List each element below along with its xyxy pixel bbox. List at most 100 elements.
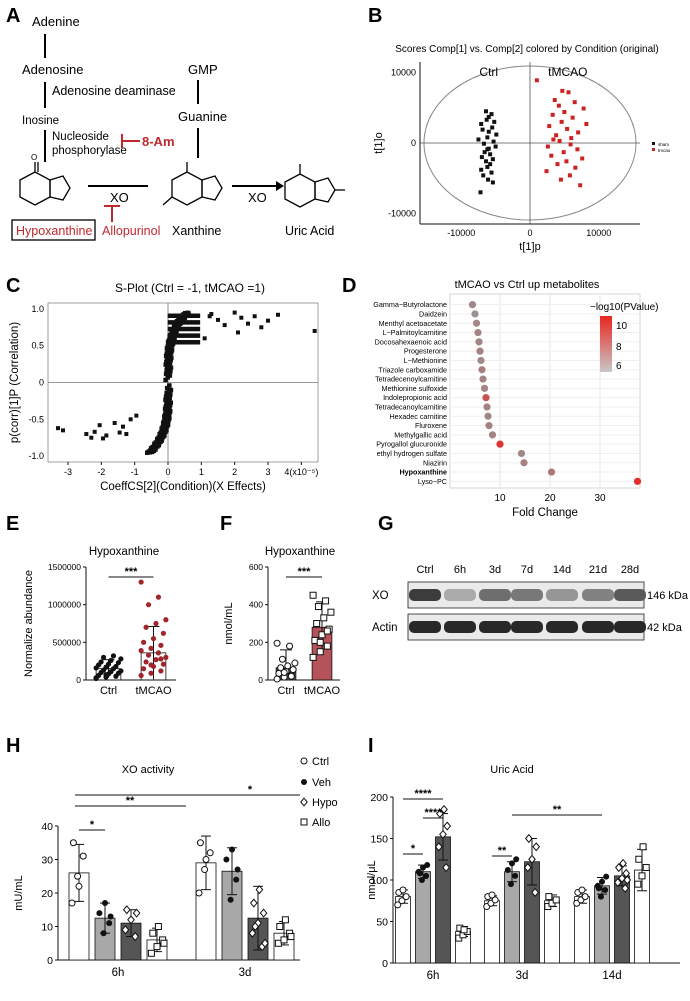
chart-b-point <box>486 177 491 182</box>
chart-chartI-y-label: nmol/μL <box>366 860 378 899</box>
chart-b-point <box>484 109 488 114</box>
chart-h-legend-marker <box>300 818 308 826</box>
chart-d-legend-colorbar <box>600 316 612 372</box>
chart-chartH-y-tick-label: 20 <box>41 888 53 900</box>
chart-b-point <box>566 90 571 95</box>
chart-c-point <box>222 323 227 328</box>
chart-b-point <box>560 88 565 93</box>
chart-chartE-point <box>115 660 121 666</box>
chart-b-y-label: t[1]o <box>373 132 385 153</box>
chart-b-point <box>569 136 574 141</box>
chart-chartI-sig-label: ** <box>498 845 507 857</box>
chart-chartI-point <box>623 875 632 885</box>
panel-b: B Scores Comp[1] vs. Comp[2] colored by … <box>368 5 671 253</box>
chart-c-y-tick-label: 0.5 <box>31 341 44 351</box>
chart-chartF-sig-label: *** <box>298 566 312 578</box>
chart-c-x-tick-label: 0 <box>165 467 170 477</box>
chart-b-legend-sham: sham <box>658 142 669 147</box>
chart-b-point <box>486 146 491 151</box>
chart-chartI-point <box>532 842 541 852</box>
chart-chartE-point <box>93 675 99 681</box>
chart-c-point <box>216 317 220 322</box>
chart-chartE-point <box>143 624 149 630</box>
chart-c-point <box>167 326 173 332</box>
chart-b-y-tick-label: 10000 <box>391 68 416 78</box>
chart-c-title: S-Plot (Ctrl = -1, tMCAO =1) <box>115 281 265 295</box>
chart-b-point <box>490 180 495 185</box>
chart-b-x-tick-label: 10000 <box>586 228 611 238</box>
chart-chartF-point <box>284 662 292 670</box>
chart-h-legend-label: Ctrl <box>312 756 329 768</box>
chart-b-group-label-tmcao: tMCAO <box>548 65 587 79</box>
chart-chartI-point <box>402 893 410 901</box>
chart-h-legend-marker <box>300 757 308 765</box>
chart-chartF-x-tick-label: tMCAO <box>304 685 341 697</box>
chart-c-point <box>124 432 129 437</box>
chart-b-point <box>480 127 485 132</box>
chart-b-point <box>547 124 552 129</box>
chart-chartI-point <box>528 854 536 864</box>
chart-c-point <box>191 320 197 325</box>
chart-d-x-label: Fold Change <box>512 507 578 519</box>
chart-chartE-x-tick-label: tMCAO <box>135 685 172 697</box>
chart-b-point <box>555 162 560 167</box>
chart-chartE-point <box>145 602 152 608</box>
chart-c-point <box>252 314 257 319</box>
chart-chartF-point <box>313 620 321 627</box>
chart-chartI-point <box>491 896 499 904</box>
chart-c-point <box>112 420 117 425</box>
chart-chartE-point <box>148 645 154 651</box>
chart-chartE-point <box>138 672 144 679</box>
chart-c-point <box>168 368 173 374</box>
chart-g-band <box>546 589 578 601</box>
chart-chartI-point <box>597 893 604 900</box>
chart-chartF-y-tick-label: 0 <box>258 675 263 685</box>
chart-g-band <box>409 621 441 633</box>
chart-c-point <box>202 336 207 341</box>
chart-d-category-label: Docosahexaenoic acid <box>375 337 447 346</box>
chart-chartF-point <box>289 666 297 674</box>
chart-d-point <box>483 403 491 411</box>
panel-f: F Hypoxanthine 0 200 400 600 nmol/mL Ctrl tMCA… <box>220 513 340 697</box>
chart-chartI-point <box>418 877 425 883</box>
chart-chartI-point <box>602 886 609 893</box>
chart-c-y-tick-label: 1.0 <box>31 304 44 314</box>
chart-c-point <box>167 320 173 325</box>
chart-chartE-point <box>158 668 164 674</box>
chart-b-point <box>550 112 555 117</box>
chart-chartF-point <box>327 608 335 616</box>
xanthine-structure-icon <box>162 162 223 206</box>
chart-chartF-point <box>277 664 285 672</box>
chart-chartH-point <box>227 896 234 903</box>
chart-b-point <box>561 150 566 155</box>
chart-chartI-point <box>416 870 423 877</box>
chart-d-category-label: Hexadec carnitine <box>389 412 447 421</box>
chart-e-plot: 0 500000 1000000 1500000 Normalize abundance… <box>23 562 176 697</box>
chart-chartF-x-tick-label: Ctrl <box>277 685 294 697</box>
chart-c-point <box>168 392 173 397</box>
chart-chartH-point <box>261 938 269 948</box>
panel-label-h: H <box>6 735 20 757</box>
chart-chartI-bar <box>544 900 560 964</box>
chart-b-point <box>549 153 554 158</box>
chart-chartF-point <box>273 675 281 683</box>
chart-chartI-point <box>642 864 650 872</box>
chart-c-point <box>175 333 181 338</box>
chart-b-point <box>484 159 488 164</box>
pathway-xo-1: XO <box>110 190 129 205</box>
chart-c-point <box>266 318 270 323</box>
chart-b-point <box>578 183 583 188</box>
chart-b-point <box>494 132 499 137</box>
pathway-hypoxanthine: Hypoxanthine <box>16 224 92 238</box>
chart-c-point <box>195 320 201 325</box>
chart-b-point <box>558 177 563 182</box>
chart-chartF-point <box>291 659 299 667</box>
chart-chartI-x-tick-label: 14d <box>602 970 621 982</box>
chart-c-point <box>183 320 189 325</box>
chart-chartH-point <box>201 866 209 874</box>
chart-c-point <box>236 330 240 335</box>
chart-d-category-label: Triazole carboxamide <box>379 365 447 374</box>
chart-g-lane-label: 28d <box>621 564 639 576</box>
pathway-adenosine: Adenosine <box>22 62 83 77</box>
chart-c-y-label: p(corr)[1]P (Correlation) <box>9 322 21 443</box>
